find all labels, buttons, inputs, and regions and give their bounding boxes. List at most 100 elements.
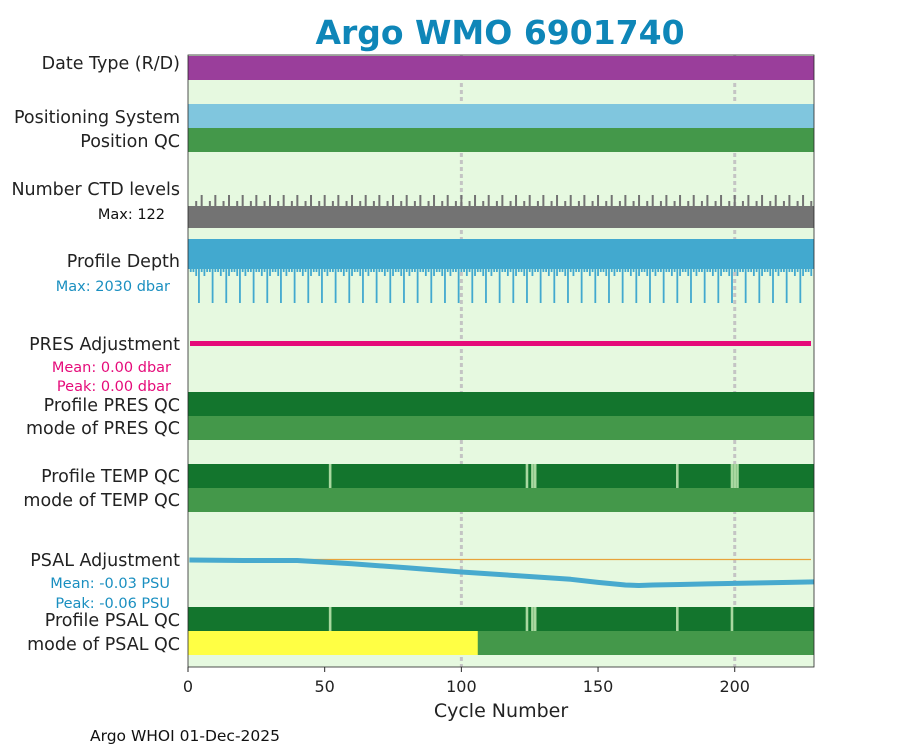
depth-tick-213 [769, 268, 772, 276]
depth-tick-63 [359, 268, 362, 276]
depth-tick-219 [785, 268, 788, 303]
plot-background [188, 55, 814, 667]
label-positioning-system: Positioning System [14, 108, 180, 128]
depth-tick-29 [266, 268, 269, 303]
ctd-spike-93 [441, 201, 444, 206]
depth-tick-225 [802, 268, 804, 276]
depth-tick-149 [594, 268, 597, 303]
depth-tick-93 [441, 268, 444, 276]
depth-tick-193 [714, 268, 717, 272]
depth-tick-38 [290, 268, 293, 272]
psal-qc-flag-126 [531, 607, 534, 631]
label-mode-psal-qc: mode of PSAL QC [27, 635, 180, 655]
ctd-spike-183 [687, 201, 690, 206]
depth-tick-220 [788, 268, 791, 272]
ctd-spike-33 [277, 201, 280, 206]
depth-tick-153 [605, 268, 608, 276]
depth-tick-87 [424, 268, 427, 276]
ctd-spike-85 [419, 195, 422, 206]
depth-tick-56 [340, 268, 342, 272]
ctd-spike-210 [761, 195, 764, 206]
depth-tick-1 [189, 268, 192, 272]
ctd-spike-208 [755, 201, 758, 206]
x-axis-label: Cycle Number [434, 700, 568, 722]
ctd-spike-123 [523, 201, 526, 206]
depth-tick-54 [334, 268, 337, 303]
depth-tick-32 [274, 268, 277, 272]
depth-tick-9 [211, 268, 214, 303]
ctd-spike-55 [337, 195, 340, 206]
ctd-spike-38 [290, 201, 293, 206]
label-position-qc: Position QC [80, 132, 180, 152]
depth-tick-25 [255, 268, 258, 272]
ctd-spike-13 [222, 201, 225, 206]
psal-adjustment-line [189, 557, 815, 588]
depth-tick-151 [599, 268, 602, 272]
depth-tick-141 [572, 268, 575, 276]
depth-tick-131 [545, 268, 548, 272]
ctd-spike-73 [386, 201, 389, 206]
depth-tick-72 [383, 268, 386, 276]
depth-tick-84 [416, 268, 419, 303]
depth-tick-13 [222, 268, 225, 272]
psal-qc-flag-179 [676, 607, 679, 631]
depth-tick-102 [465, 268, 468, 276]
depth-tick-31 [271, 268, 274, 272]
depth-tick-89 [430, 268, 433, 303]
ctd-spike-3 [195, 201, 198, 206]
ctd-spike-168 [646, 201, 649, 206]
depth-band [188, 239, 814, 269]
depth-tick-5 [200, 268, 203, 272]
psal-qc-flag-199 [730, 607, 734, 631]
ctd-spike-213 [769, 201, 772, 206]
depth-tick-71 [381, 268, 383, 272]
depth-tick-49 [321, 268, 323, 303]
ctd-spike-65 [364, 195, 367, 206]
depth-tick-204 [744, 268, 747, 303]
depth-tick-200 [733, 268, 736, 272]
grid-lines [459, 55, 737, 667]
psal-qc-flag-52 [328, 607, 332, 631]
x-tick-label-100: 100 [446, 677, 477, 696]
ctd-spike-218 [782, 201, 785, 206]
ctd-spike-100 [460, 195, 463, 206]
depth-tick-21 [244, 268, 247, 276]
depth-tick-150 [597, 268, 599, 276]
depth-tick-216 [777, 268, 780, 276]
psal-qc-flag-127 [533, 607, 537, 631]
ctd-spike-45 [310, 195, 313, 206]
depth-tick-73 [386, 268, 389, 272]
ctd-spike-68 [372, 201, 375, 206]
depth-tick-15 [228, 268, 230, 276]
ctd-spike-143 [577, 201, 580, 206]
ctd-spike-78 [400, 201, 403, 206]
depth-tick-78 [400, 268, 403, 276]
depth-tick-174 [662, 268, 665, 303]
ctd-spike-153 [605, 201, 608, 206]
depth-tick-81 [408, 268, 411, 276]
depth-tick-122 [520, 268, 523, 272]
depth-tick-179 [676, 268, 679, 303]
ctd-spike-75 [392, 195, 395, 206]
ctd-spike-173 [659, 201, 662, 206]
depth-tick-195 [720, 268, 722, 276]
chart-title: Argo WMO 6901740 [315, 13, 684, 52]
depth-tick-136 [558, 268, 561, 272]
ctd-spike-40 [296, 195, 299, 206]
temp-qc-flag-199 [730, 464, 734, 488]
ctd-spike-225 [802, 195, 805, 206]
depth-tick-50 [323, 268, 326, 272]
ctd-spike-20 [241, 195, 244, 206]
depth-tick-170 [651, 268, 654, 272]
ctd-spike-28 [263, 201, 266, 206]
depth-tick-96 [449, 268, 452, 276]
depth-tick-194 [717, 268, 720, 303]
depth-tick-66 [367, 268, 370, 276]
depth-tick-137 [561, 268, 564, 272]
mode-temp-qc-bar [188, 488, 814, 512]
label-date-type: Date Type (R/D) [42, 54, 180, 74]
depth-tick-140 [569, 268, 572, 272]
depth-tick-211 [763, 268, 766, 272]
date-type-bar [188, 56, 814, 80]
depth-tick-80 [405, 268, 408, 272]
